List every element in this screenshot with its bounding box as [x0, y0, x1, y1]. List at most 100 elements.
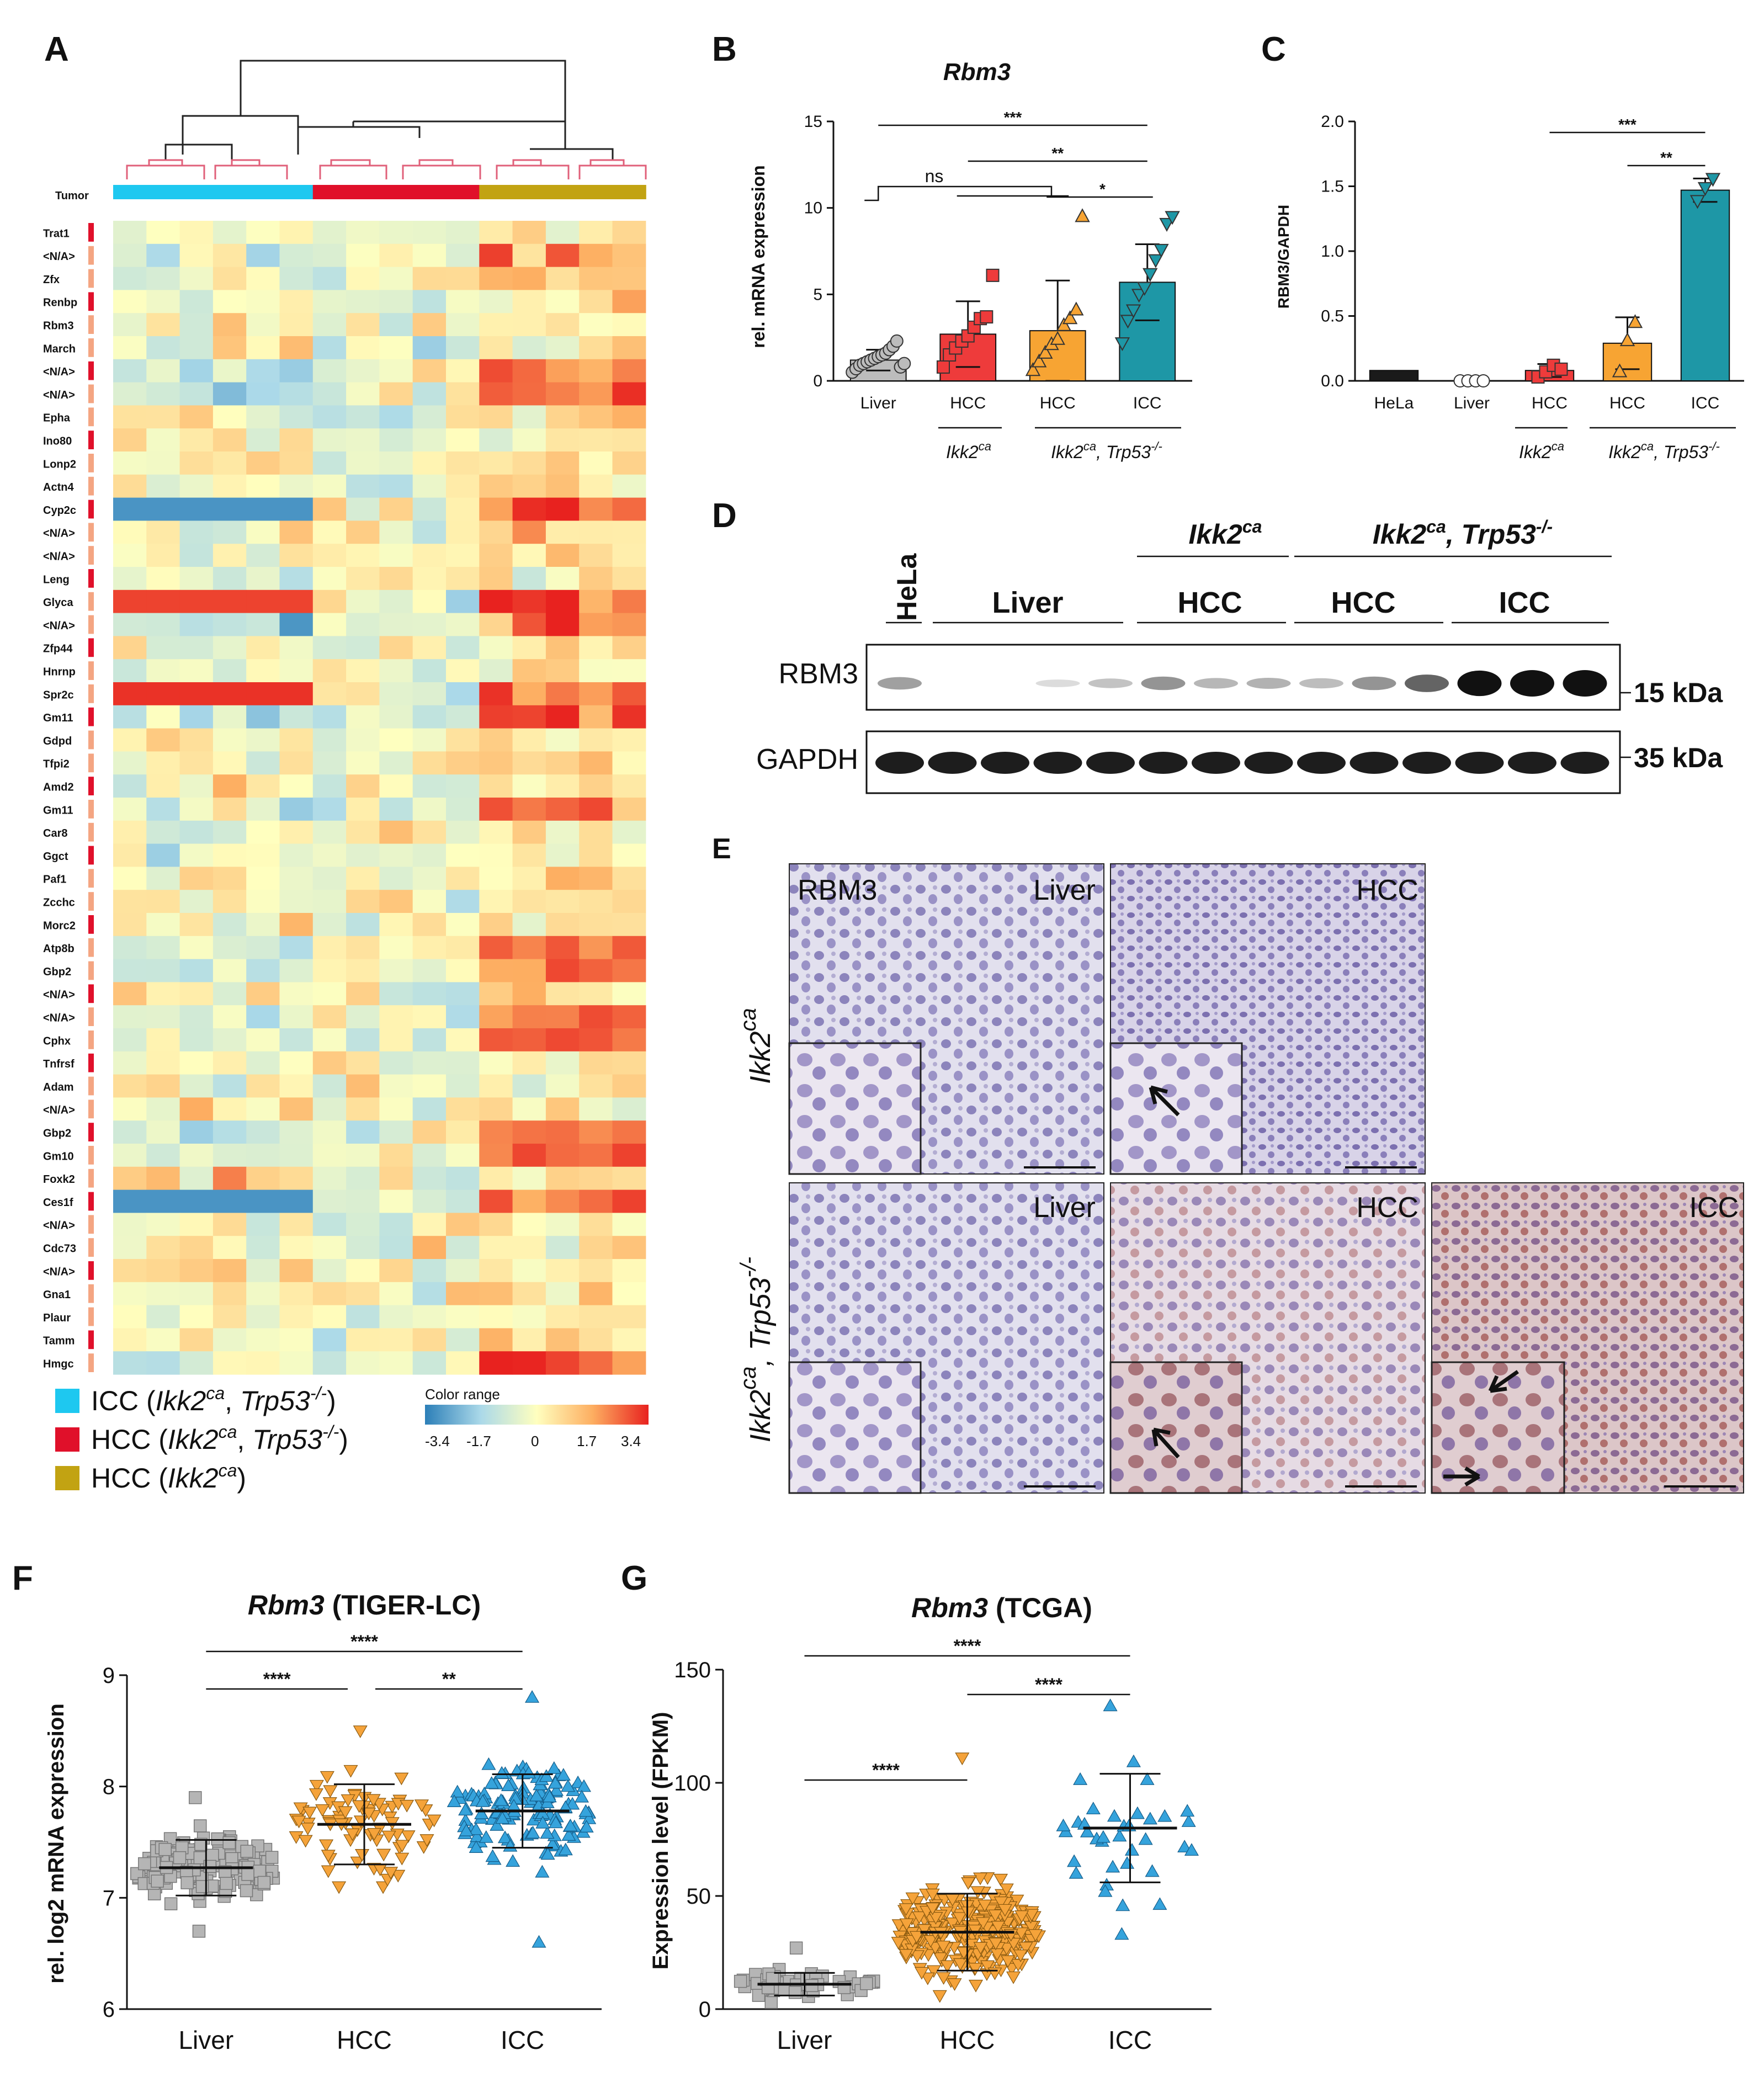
data-point	[788, 1985, 802, 1999]
data-point	[920, 1972, 935, 1985]
heatmap-cell	[412, 820, 447, 844]
heatmap-cell	[279, 798, 314, 821]
heatmap-cell	[579, 1120, 613, 1144]
wb-genotype-1: Ikk2ca	[1189, 517, 1262, 550]
heatmap-cell	[212, 567, 247, 591]
heatmap-cell	[579, 774, 613, 798]
heatmap-cell	[579, 1305, 613, 1329]
heatmap-cell	[512, 1074, 546, 1098]
heatmap-cell	[579, 336, 613, 360]
heatmap-cell	[113, 728, 147, 752]
heatmap-cell	[446, 1305, 480, 1329]
data-point	[540, 1847, 555, 1860]
heatmap-cell	[545, 1005, 580, 1029]
heatmap-cell	[179, 1097, 214, 1121]
data-point	[362, 1808, 376, 1820]
data-point	[1159, 217, 1175, 232]
heatmap-cell	[179, 774, 214, 798]
heatmap-cell	[479, 405, 513, 429]
heatmap-cell	[212, 1074, 247, 1098]
heatmap-cell	[579, 1282, 613, 1306]
heatmap-cell	[545, 820, 580, 844]
panel-b: B Rbm3 rel. mRNA expression 0 5 10 15 Liver H…	[712, 30, 1192, 462]
data-point	[909, 1931, 924, 1944]
heatmap-cell	[212, 544, 247, 567]
heatmap-cell	[113, 497, 147, 521]
heatmap-cell	[545, 1351, 580, 1375]
heatmap-cell	[146, 613, 180, 636]
heatmap-cell	[179, 359, 214, 383]
heatmap-cell	[479, 1328, 513, 1352]
data-point	[899, 1949, 913, 1962]
data-point	[1056, 317, 1072, 331]
x-category-label: Liver	[777, 2026, 832, 2054]
heatmap-cell	[579, 359, 613, 383]
heatmap-cell	[545, 867, 580, 890]
data-point	[345, 1828, 360, 1841]
heatmap-cell	[113, 405, 147, 429]
heatmap-cell	[212, 936, 247, 960]
heatmap-cell	[612, 359, 646, 383]
data-point	[376, 1848, 391, 1862]
heatmap-cell	[346, 798, 380, 821]
data-point	[945, 1917, 960, 1930]
heatmap-cell	[446, 774, 480, 798]
track-segment	[279, 185, 314, 199]
track-segment	[545, 185, 580, 199]
heatmap-cell	[246, 359, 280, 383]
heatmap-cell	[179, 867, 214, 890]
heatmap-cell	[146, 1328, 180, 1352]
gene-side-marker	[88, 684, 94, 703]
heatmap-cell	[179, 267, 214, 290]
wb-band	[1033, 752, 1082, 774]
colorbar-title: Color range	[425, 1386, 500, 1403]
heatmap-cell	[246, 1097, 280, 1121]
heatmap-cell	[113, 1305, 147, 1329]
heatmap-cell	[379, 890, 413, 913]
gene-label: Adam	[43, 1081, 74, 1093]
heatmap-cell	[179, 1259, 214, 1283]
heatmap-cell	[212, 867, 247, 890]
data-point	[1138, 1832, 1153, 1845]
data-point	[988, 1909, 1003, 1922]
heatmap-cell	[479, 1120, 513, 1144]
heatmap-cell	[212, 682, 247, 706]
heatmap-cell	[246, 221, 280, 245]
heatmap-cell	[246, 890, 280, 913]
data-point	[1106, 1860, 1120, 1873]
heatmap-cell	[146, 290, 180, 314]
data-point	[989, 1937, 1003, 1951]
heatmap-cell	[146, 336, 180, 360]
heatmap-cell	[479, 1236, 513, 1260]
heatmap-cell	[545, 1051, 580, 1075]
heatmap-cell	[612, 451, 646, 475]
heatmap-cell	[479, 497, 513, 521]
bar	[1119, 281, 1176, 381]
x-category-label: HCC	[940, 2026, 995, 2054]
heatmap-cell	[212, 1236, 247, 1260]
heatmap-cell	[579, 1074, 613, 1098]
data-point	[222, 1836, 236, 1850]
gene-label: Cyp2c	[43, 504, 76, 517]
heatmap-cell	[479, 589, 513, 614]
heatmap-cell	[346, 428, 380, 452]
heatmap-cell	[279, 497, 314, 521]
heatmap-cell	[246, 682, 280, 706]
heatmap-cell	[246, 1259, 280, 1283]
heatmap-cell	[279, 820, 314, 844]
heatmap-cell	[545, 1144, 580, 1167]
heatmap-cell	[279, 336, 314, 360]
heatmap-cell	[113, 1189, 147, 1213]
heatmap-cell	[212, 428, 247, 452]
heatmap-cell	[113, 1120, 147, 1144]
heatmap-cell	[612, 1351, 646, 1375]
heatmap-cell	[579, 936, 613, 960]
heatmap-cell	[545, 682, 580, 706]
heatmap-cell	[512, 290, 546, 314]
gene-label: Foxk2	[43, 1173, 75, 1186]
heatmap-cell	[412, 728, 447, 752]
heatmap-cell	[312, 1213, 347, 1236]
data-point	[300, 1823, 315, 1836]
data-point	[997, 1904, 1012, 1917]
y-tick-label: 1.5	[1321, 178, 1344, 196]
